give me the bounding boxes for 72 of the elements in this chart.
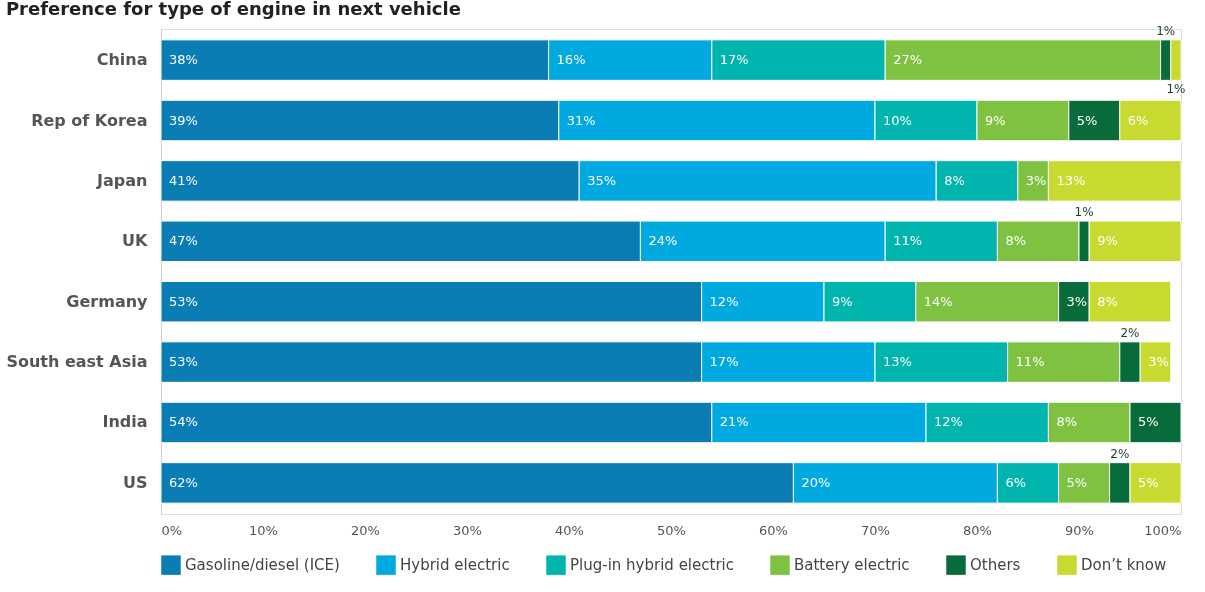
legend-label: Others <box>970 556 1021 575</box>
data-label: 14% <box>923 293 953 309</box>
data-label: 17% <box>709 354 739 370</box>
y-tick-label: UK <box>122 231 149 251</box>
data-label: 8% <box>1005 233 1027 249</box>
y-tick-label: China <box>96 50 148 70</box>
legend-label: Hybrid electric <box>400 556 510 575</box>
y-tick-label: South east Asia <box>6 352 148 372</box>
data-label: 8% <box>944 172 965 188</box>
data-label: 1% <box>1074 205 1094 220</box>
data-label: 21% <box>719 414 749 430</box>
data-label: 35% <box>587 172 617 188</box>
data-label: 41% <box>169 172 198 188</box>
data-label: 53% <box>169 354 198 370</box>
data-label: 6% <box>1005 474 1027 490</box>
data-label: 53% <box>169 293 198 309</box>
y-tick-label: Germany <box>66 291 149 311</box>
data-label: 20% <box>801 474 831 490</box>
legend-label: Plug-in hybrid electric <box>570 556 734 575</box>
data-label: 12% <box>709 293 739 309</box>
chart-title: Preference for type of engine in next vehicle <box>5 0 461 20</box>
data-label: 5% <box>1138 474 1159 490</box>
data-label: 6% <box>1127 112 1149 128</box>
data-label: 3% <box>1066 293 1088 309</box>
data-label: 9% <box>985 112 1006 128</box>
data-label: 1% <box>1156 24 1176 39</box>
data-label: 2% <box>1110 446 1130 461</box>
data-label: 13% <box>883 354 912 370</box>
data-label: 27% <box>893 52 923 68</box>
y-tick-label: Rep of Korea <box>31 110 148 130</box>
data-label: 5% <box>1066 474 1088 490</box>
data-label: 54% <box>169 414 198 430</box>
x-tick-label: 80% <box>963 522 992 538</box>
x-tick-label: 70% <box>861 522 890 538</box>
data-label: 5% <box>1138 414 1159 430</box>
legend-label: Don’t know <box>1081 556 1167 575</box>
data-label: 39% <box>169 112 198 128</box>
data-label: 12% <box>934 414 963 430</box>
data-label: 24% <box>648 233 678 249</box>
data-label: 10% <box>883 112 912 128</box>
y-tick-label: Japan <box>96 170 148 190</box>
data-label: 9% <box>832 293 853 309</box>
x-tick-label: 100% <box>1144 522 1182 538</box>
legend-label: Battery electric <box>794 556 910 575</box>
data-label: 11% <box>893 233 923 249</box>
data-label: 17% <box>719 52 749 68</box>
data-label: 13% <box>1056 172 1086 188</box>
x-tick-label: 50% <box>657 522 686 538</box>
data-label: 9% <box>1097 233 1118 249</box>
x-tick-label: 60% <box>759 522 788 538</box>
data-label: 47% <box>169 233 198 249</box>
data-label: 8% <box>1056 414 1078 430</box>
data-label: 16% <box>556 52 586 68</box>
data-label: 3% <box>1025 172 1047 188</box>
data-label: 8% <box>1097 293 1118 309</box>
data-label: 2% <box>1120 326 1140 341</box>
x-tick-label: 0% <box>161 522 183 538</box>
data-label: 1% <box>1166 82 1186 97</box>
data-label: 31% <box>566 112 596 128</box>
x-tick-label: 40% <box>555 522 584 538</box>
y-tick-label: India <box>102 412 148 432</box>
legend-label: Gasoline/diesel (ICE) <box>185 556 340 575</box>
data-label: 5% <box>1076 112 1098 128</box>
x-tick-label: 20% <box>351 522 380 538</box>
x-tick-label: 30% <box>453 522 482 538</box>
y-tick-label: US <box>122 472 148 492</box>
data-label: 3% <box>1148 354 1169 370</box>
data-label: 11% <box>1015 354 1045 370</box>
data-label: 38% <box>169 52 198 68</box>
data-label: 62% <box>169 474 198 490</box>
x-tick-label: 10% <box>249 522 278 538</box>
x-tick-label: 90% <box>1065 522 1094 538</box>
